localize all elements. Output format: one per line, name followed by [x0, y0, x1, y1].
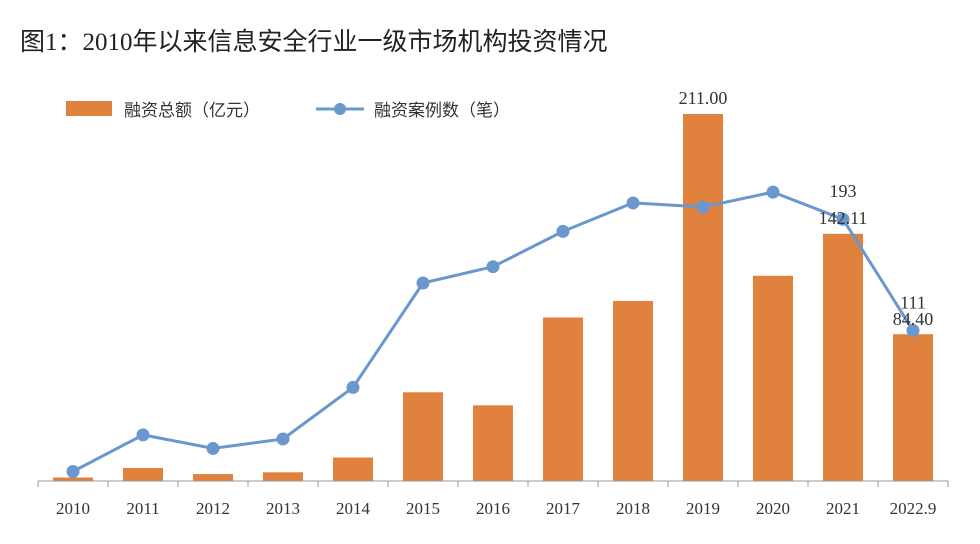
- bar-2013: [263, 472, 303, 481]
- data-label: 84.40: [893, 309, 934, 329]
- line-point-2013: [276, 432, 290, 446]
- line-point-2016: [486, 260, 500, 274]
- x-tick-label-2019: 2019: [686, 499, 720, 518]
- legend-item-line: 融资案例数（笔）: [316, 96, 510, 121]
- x-tick-label-2011: 2011: [126, 499, 159, 518]
- line-point-2010: [66, 465, 80, 479]
- line-point-2014: [346, 380, 360, 394]
- legend-line-swatch: [316, 102, 364, 115]
- bar-2014: [333, 457, 373, 481]
- data-label: 142.11: [819, 208, 868, 228]
- line-point-2022.9: [906, 323, 920, 337]
- legend: 融资总额（亿元） 融资案例数（笔）: [66, 96, 566, 121]
- x-tick-label-2017: 2017: [546, 499, 581, 518]
- bar-2017: [543, 317, 583, 481]
- x-tick-label-2014: 2014: [336, 499, 371, 518]
- bar-2016: [473, 405, 513, 481]
- data-label: 211.00: [679, 88, 728, 108]
- x-tick-label-2010: 2010: [56, 499, 90, 518]
- x-tick-label-2022.9: 2022.9: [890, 499, 937, 518]
- bar-2019: [683, 114, 723, 481]
- bar-2012: [193, 474, 233, 481]
- x-tick-label-2015: 2015: [406, 499, 440, 518]
- x-tick-label-2018: 2018: [616, 499, 650, 518]
- line-point-2021: [836, 212, 850, 226]
- bar-2010: [53, 477, 93, 481]
- chart-title: 图1：2010年以来信息安全行业一级市场机构投资情况: [20, 29, 608, 56]
- x-tick-label-2012: 2012: [196, 499, 230, 518]
- x-tick-label-2013: 2013: [266, 499, 300, 518]
- line-point-2018: [626, 196, 640, 210]
- bar-2020: [753, 275, 793, 481]
- line-point-2019: [696, 200, 710, 214]
- legend-bar-label: 融资总额（亿元）: [124, 101, 260, 121]
- line-point-2015: [416, 276, 430, 290]
- x-tick-label-2020: 2020: [756, 499, 790, 518]
- data-label: 111: [900, 292, 926, 312]
- bar-2015: [403, 392, 443, 481]
- bar-2021: [823, 233, 863, 481]
- line-point-2012: [206, 441, 220, 455]
- line-point-2020: [766, 185, 780, 199]
- legend-line-label: 融资案例数（笔）: [374, 101, 510, 121]
- line-point-2017: [556, 224, 570, 238]
- legend-item-bar: 融资总额（亿元）: [66, 96, 260, 121]
- bar-2018: [613, 300, 653, 481]
- bar-2011: [123, 467, 163, 481]
- line-point-2011: [136, 428, 150, 442]
- x-tick-label-2021: 2021: [826, 499, 860, 518]
- data-label: 193: [830, 181, 857, 201]
- x-tick-label-2016: 2016: [476, 499, 510, 518]
- legend-bar-swatch: [66, 101, 112, 116]
- bar-2022.9: [893, 334, 933, 481]
